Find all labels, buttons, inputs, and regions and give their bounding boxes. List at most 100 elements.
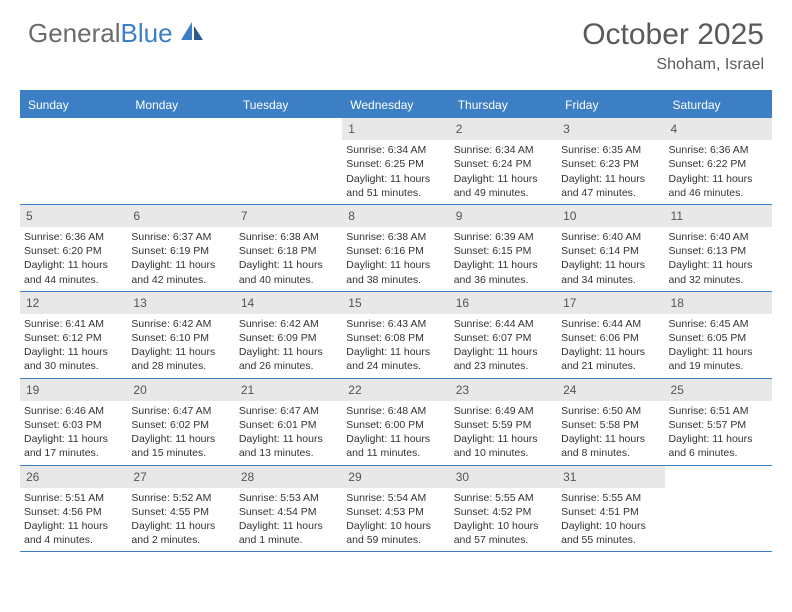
sunset-text: Sunset: 5:57 PM xyxy=(669,418,768,432)
day-number: 24 xyxy=(557,379,664,401)
day-cell: 19Sunrise: 6:46 AMSunset: 6:03 PMDayligh… xyxy=(20,379,127,465)
sunrise-text: Sunrise: 6:43 AM xyxy=(346,317,445,331)
weeks-container: 1 Sunrise: 6:34 AM Sunset: 6:25 PM Daylight… xyxy=(20,118,772,552)
calendar: SundayMondayTuesdayWednesdayThursdayFrid… xyxy=(20,90,772,552)
sunset-text: Sunset: 6:02 PM xyxy=(131,418,230,432)
day-cell: 14 Sunrise: 6:42 AMSunset: 6:09 PMDayligh… xyxy=(235,292,342,378)
day-number: 7 xyxy=(235,205,342,227)
day2-text: and 26 minutes. xyxy=(239,359,338,373)
day-number: 28 xyxy=(235,466,342,488)
sunrise-text: Sunrise: 6:44 AM xyxy=(561,317,660,331)
day-number: 2 xyxy=(450,118,557,140)
page-title: October 2025 xyxy=(582,18,764,52)
day2-text: and 13 minutes. xyxy=(239,446,338,460)
day1-text: Daylight: 11 hours xyxy=(669,432,768,446)
day-cell: 3Sunrise: 6:35 AMSunset: 6:23 PMDaylight… xyxy=(557,118,664,204)
sunrise-text: Sunrise: 6:34 AM xyxy=(454,143,553,157)
day2-text: and 46 minutes. xyxy=(669,186,768,200)
sunrise-text: Sunrise: 6:48 AM xyxy=(346,404,445,418)
sunrise-text: Sunrise: 6:42 AM xyxy=(239,317,338,331)
sunset-text: Sunset: 6:25 PM xyxy=(346,157,445,171)
day1-text: Daylight: 11 hours xyxy=(24,519,123,533)
day-cell: 28Sunrise: 5:53 AMSunset: 4:54 PMDayligh… xyxy=(235,466,342,552)
day-header: Saturday xyxy=(665,92,772,118)
sunset-text: Sunset: 6:22 PM xyxy=(669,157,768,171)
day-number: 8 xyxy=(342,205,449,227)
day2-text: and 15 minutes. xyxy=(131,446,230,460)
sunset-text: Sunset: 6:20 PM xyxy=(24,244,123,258)
day-number: 17 xyxy=(557,292,664,314)
day-cell: 9Sunrise: 6:39 AMSunset: 6:15 PMDaylight… xyxy=(450,205,557,291)
sunrise-text: Sunrise: 5:51 AM xyxy=(24,491,123,505)
day2-text: and 19 minutes. xyxy=(669,359,768,373)
day1-text: Daylight: 11 hours xyxy=(561,172,660,186)
day2-text: and 17 minutes. xyxy=(24,446,123,460)
sunrise-text: Sunrise: 6:36 AM xyxy=(669,143,768,157)
sunset-text: Sunset: 6:23 PM xyxy=(561,157,660,171)
day1-text: Daylight: 10 hours xyxy=(346,519,445,533)
sunset-text: Sunset: 6:05 PM xyxy=(669,331,768,345)
day2-text: and 2 minutes. xyxy=(131,533,230,547)
day-cell: 22Sunrise: 6:48 AMSunset: 6:00 PMDayligh… xyxy=(342,379,449,465)
sunrise-text: Sunrise: 6:47 AM xyxy=(131,404,230,418)
day-cell xyxy=(665,466,772,552)
day-header: Tuesday xyxy=(235,92,342,118)
sunrise-text: Sunrise: 6:49 AM xyxy=(454,404,553,418)
day-number: 11 xyxy=(665,205,772,227)
day1-text: Daylight: 11 hours xyxy=(24,345,123,359)
sunset-text: Sunset: 4:53 PM xyxy=(346,505,445,519)
day1-text: Daylight: 11 hours xyxy=(239,345,338,359)
day-cell xyxy=(127,118,234,204)
day-number: 10 xyxy=(557,205,664,227)
day-header: Friday xyxy=(557,92,664,118)
day-number: 15 xyxy=(342,292,449,314)
sail-icon xyxy=(179,20,205,47)
day2-text: and 6 minutes. xyxy=(669,446,768,460)
day-number: 19 xyxy=(20,379,127,401)
day-header: Sunday xyxy=(20,92,127,118)
day1-text: Daylight: 11 hours xyxy=(454,258,553,272)
day-number: 31 xyxy=(557,466,664,488)
day1-text: Daylight: 11 hours xyxy=(346,258,445,272)
sunset-text: Sunset: 6:14 PM xyxy=(561,244,660,258)
sunset-text: Sunset: 4:54 PM xyxy=(239,505,338,519)
day1-text: Daylight: 11 hours xyxy=(454,172,553,186)
day-cell: 12Sunrise: 6:41 AMSunset: 6:12 PMDayligh… xyxy=(20,292,127,378)
sunset-text: Sunset: 5:58 PM xyxy=(561,418,660,432)
day-number: 14 xyxy=(235,292,342,314)
week-row: 26Sunrise: 5:51 AMSunset: 4:56 PMDayligh… xyxy=(20,466,772,553)
day2-text: and 1 minute. xyxy=(239,533,338,547)
day-cell: 7Sunrise: 6:38 AMSunset: 6:18 PMDaylight… xyxy=(235,205,342,291)
day-cell: 27Sunrise: 5:52 AMSunset: 4:55 PMDayligh… xyxy=(127,466,234,552)
day-number: 26 xyxy=(20,466,127,488)
day-cell: 13Sunrise: 6:42 AMSunset: 6:10 PMDayligh… xyxy=(127,292,234,378)
day2-text: and 32 minutes. xyxy=(669,273,768,287)
day-number: 23 xyxy=(450,379,557,401)
day-cell: 5Sunrise: 6:36 AMSunset: 6:20 PMDaylight… xyxy=(20,205,127,291)
sunset-text: Sunset: 6:19 PM xyxy=(131,244,230,258)
day1-text: Daylight: 10 hours xyxy=(454,519,553,533)
sunrise-text: Sunrise: 5:52 AM xyxy=(131,491,230,505)
day1-text: Daylight: 11 hours xyxy=(131,432,230,446)
day-header: Monday xyxy=(127,92,234,118)
day-header: Wednesday xyxy=(342,92,449,118)
day-cell: 24Sunrise: 6:50 AMSunset: 5:58 PMDayligh… xyxy=(557,379,664,465)
sunrise-text: Sunrise: 6:41 AM xyxy=(24,317,123,331)
day1-text: Daylight: 11 hours xyxy=(561,345,660,359)
day-number: 1 xyxy=(342,118,449,140)
sunset-text: Sunset: 6:09 PM xyxy=(239,331,338,345)
sunset-text: Sunset: 6:13 PM xyxy=(669,244,768,258)
sunset-text: Sunset: 4:56 PM xyxy=(24,505,123,519)
title-block: October 2025 Shoham, Israel xyxy=(582,18,764,74)
sunrise-text: Sunrise: 6:46 AM xyxy=(24,404,123,418)
day-cell: 26 Sunrise: 5:51 AMSunset: 4:56 PMDayligh… xyxy=(20,466,127,552)
day-cell xyxy=(235,118,342,204)
day2-text: and 47 minutes. xyxy=(561,186,660,200)
day-cell: 17Sunrise: 6:44 AMSunset: 6:06 PMDayligh… xyxy=(557,292,664,378)
day-number: 3 xyxy=(557,118,664,140)
day-cell: 2Sunrise: 6:34 AMSunset: 6:24 PMDaylight… xyxy=(450,118,557,204)
day-cell: 4Sunrise: 6:36 AMSunset: 6:22 PMDaylight… xyxy=(665,118,772,204)
day-cell: 23Sunrise: 6:49 AMSunset: 5:59 PMDayligh… xyxy=(450,379,557,465)
day2-text: and 8 minutes. xyxy=(561,446,660,460)
day-header-row: SundayMondayTuesdayWednesdayThursdayFrid… xyxy=(20,92,772,118)
